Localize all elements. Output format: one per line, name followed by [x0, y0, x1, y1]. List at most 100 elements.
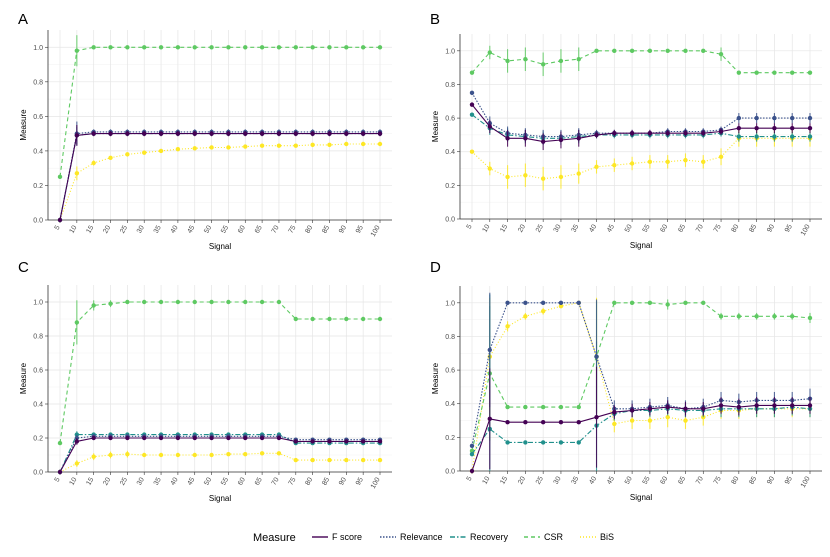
x-tick-label: 50: [203, 224, 213, 234]
legend-item-relevance: Relevance: [380, 532, 443, 542]
data-point: [74, 171, 80, 176]
data-point: [125, 152, 130, 157]
series-recovery: [57, 126, 383, 223]
x-tick-label: 55: [642, 223, 652, 233]
series-line: [471, 302, 810, 472]
x-tick-label: 60: [237, 224, 247, 234]
data-point: [377, 141, 383, 147]
data-point: [790, 125, 795, 131]
data-point: [310, 142, 315, 148]
data-point: [665, 414, 670, 420]
data-point: [790, 314, 795, 319]
x-tick-label: 5: [466, 475, 474, 482]
data-point: [505, 136, 510, 141]
data-point: [505, 420, 510, 425]
data-point: [259, 131, 265, 136]
data-point: [192, 131, 197, 136]
x-tick-label: 80: [731, 223, 741, 233]
data-point: [142, 299, 147, 305]
series-line: [59, 452, 380, 473]
data-point: [158, 131, 164, 136]
data-point: [226, 45, 231, 50]
data-point: [540, 300, 546, 306]
x-tick-label: 10: [482, 223, 492, 233]
y-tick-label: 1.0: [445, 300, 455, 307]
data-point: [344, 141, 349, 147]
x-tick-label: 5: [54, 224, 62, 231]
legend: Measure F score Relevance Recovery CSR BiS: [253, 532, 614, 544]
y-tick-label: 0.0: [445, 217, 455, 224]
x-tick-label: 30: [136, 476, 146, 486]
panel-label: A: [18, 11, 28, 28]
data-point: [576, 300, 581, 306]
x-tick-label: 20: [517, 223, 527, 233]
data-point: [469, 70, 475, 75]
data-point: [718, 314, 724, 319]
gridlines: [48, 30, 392, 221]
data-point: [665, 159, 670, 165]
x-tick-label: 100: [800, 223, 812, 237]
series-line: [59, 437, 380, 473]
x-tick-label: 20: [102, 476, 112, 486]
data-point: [344, 131, 349, 136]
data-point: [226, 435, 231, 441]
data-point: [629, 418, 635, 423]
x-tick-label: 95: [784, 223, 794, 233]
x-tick-label: 30: [553, 475, 563, 485]
legend-item-recovery: Recovery: [450, 532, 509, 542]
y-tick-label: 0.4: [33, 148, 43, 155]
data-point: [754, 314, 759, 319]
data-point: [487, 347, 492, 353]
y-tick-label: 0.8: [33, 79, 43, 86]
y-tick-label: 0.6: [33, 114, 43, 121]
data-point: [665, 48, 670, 54]
data-point: [736, 125, 742, 131]
legend-label: Relevance: [400, 532, 443, 542]
data-point: [683, 157, 688, 163]
x-tick-label: 10: [69, 476, 79, 486]
x-tick-label: 75: [713, 223, 723, 233]
data-point: [647, 48, 653, 54]
y-tick-label: 0.2: [445, 183, 455, 190]
data-point: [540, 309, 546, 314]
y-axis-title: Measure: [19, 362, 28, 394]
y-tick-label: 0.2: [33, 183, 43, 190]
legend-label: Recovery: [470, 532, 509, 542]
data-point: [377, 45, 383, 50]
data-point: [175, 299, 181, 305]
data-point: [505, 58, 510, 64]
x-tick-label: 15: [499, 475, 509, 485]
series-line: [59, 435, 380, 473]
y-tick-label: 0.4: [445, 401, 455, 408]
data-point: [754, 134, 759, 139]
x-tick-label: 25: [535, 475, 545, 485]
x-tick-label: 40: [170, 476, 180, 486]
data-point: [683, 406, 688, 411]
data-point: [683, 48, 688, 54]
x-tick-label: 40: [170, 224, 180, 234]
data-point: [243, 131, 248, 136]
data-point: [576, 440, 581, 445]
data-point: [158, 299, 164, 305]
series-csr: [57, 35, 383, 180]
data-point: [360, 439, 366, 444]
panels: A0.00.20.40.60.81.05 10 15 20 25 30 35 40 45 50 55…: [18, 11, 822, 503]
data-point: [142, 435, 147, 441]
data-point: [175, 452, 181, 458]
data-point: [629, 408, 635, 413]
series-f-score: [57, 435, 383, 475]
data-point: [243, 144, 248, 149]
data-point: [505, 324, 510, 329]
data-point: [108, 452, 113, 458]
data-point: [558, 174, 564, 180]
y-tick-label: 1.0: [33, 300, 43, 307]
x-tick-label: 80: [304, 476, 314, 486]
data-point: [310, 439, 315, 444]
data-point: [807, 315, 813, 321]
data-point: [505, 174, 510, 180]
series-line: [59, 133, 380, 221]
x-tick-label: 30: [136, 224, 146, 234]
data-point: [558, 137, 564, 143]
data-point: [647, 131, 653, 136]
